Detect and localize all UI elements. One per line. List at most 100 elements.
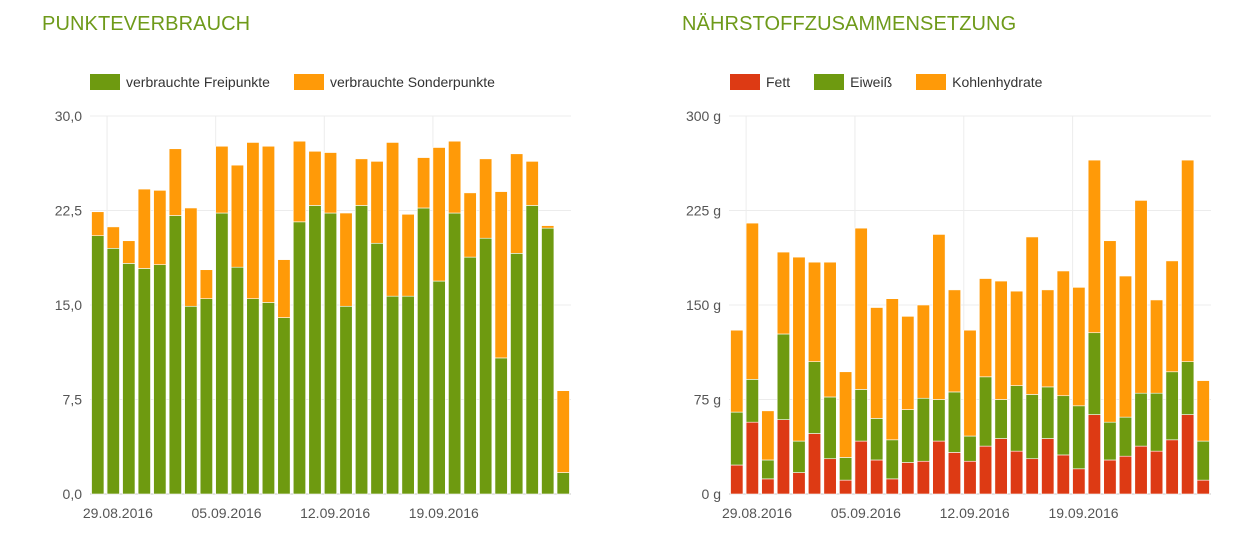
nutrients-bar-series0[interactable] — [1087, 414, 1101, 495]
points-bar-series1[interactable] — [215, 145, 229, 214]
nutrients-bar-series2[interactable] — [854, 227, 868, 390]
nutrients-bar-series0[interactable] — [1103, 459, 1117, 495]
nutrients-bar-series2[interactable] — [1087, 159, 1101, 334]
points-bar-series1[interactable] — [292, 140, 306, 223]
points-bar-series0[interactable] — [339, 305, 353, 495]
nutrients-bar-series1[interactable] — [947, 391, 961, 453]
nutrients-bar-series2[interactable] — [1025, 236, 1039, 395]
points-bar-series0[interactable] — [355, 205, 369, 495]
nutrients-bar-series1[interactable] — [1134, 392, 1148, 447]
points-bar-series0[interactable] — [479, 237, 493, 495]
points-bar-series0[interactable] — [168, 215, 182, 495]
points-bar-series1[interactable] — [401, 213, 415, 297]
nutrients-bar-series2[interactable] — [994, 280, 1008, 400]
nutrients-bar-series1[interactable] — [1150, 392, 1164, 452]
nutrients-bar-series1[interactable] — [1041, 386, 1055, 439]
nutrients-bar-series2[interactable] — [1103, 240, 1117, 423]
points-bar-series0[interactable] — [432, 280, 446, 495]
nutrients-bar-series1[interactable] — [885, 439, 899, 480]
nutrients-bar-series2[interactable] — [1150, 299, 1164, 394]
nutrients-bar-series0[interactable] — [963, 460, 977, 495]
nutrients-bar-series2[interactable] — [979, 278, 993, 378]
legend-item-sonderpunkte[interactable]: verbrauchte Sonderpunkte — [293, 74, 495, 90]
points-bar-series0[interactable] — [199, 298, 213, 495]
nutrients-bar-series0[interactable] — [1025, 458, 1039, 495]
nutrients-bar-series0[interactable] — [1041, 438, 1055, 495]
points-bar-series0[interactable] — [370, 242, 384, 495]
nutrients-bar-series1[interactable] — [745, 379, 759, 423]
nutrients-bar-series2[interactable] — [870, 307, 884, 419]
points-bar-series1[interactable] — [153, 190, 167, 265]
points-bar-series0[interactable] — [525, 205, 539, 495]
points-bar-series1[interactable] — [184, 207, 198, 307]
nutrients-bar-series1[interactable] — [963, 435, 977, 462]
nutrients-bar-series2[interactable] — [1056, 270, 1070, 397]
points-bar-series1[interactable] — [106, 226, 120, 249]
nutrients-bar-series1[interactable] — [979, 376, 993, 447]
nutrients-bar-series0[interactable] — [854, 440, 868, 495]
nutrients-bar-series0[interactable] — [870, 459, 884, 495]
nutrients-bar-series1[interactable] — [1165, 371, 1179, 441]
nutrients-bar-series2[interactable] — [932, 234, 946, 400]
nutrients-bar-series2[interactable] — [730, 329, 744, 413]
nutrients-bar-series0[interactable] — [839, 479, 853, 495]
nutrients-bar-series1[interactable] — [916, 397, 930, 462]
points-bar-series1[interactable] — [541, 225, 555, 229]
nutrients-bar-series1[interactable] — [823, 396, 837, 460]
points-bar-series1[interactable] — [122, 240, 136, 264]
nutrients-bar-series1[interactable] — [901, 409, 915, 463]
nutrients-bar-series0[interactable] — [776, 419, 790, 495]
points-bar-series0[interactable] — [246, 298, 260, 495]
points-bar-series1[interactable] — [479, 158, 493, 239]
nutrients-bar-series0[interactable] — [916, 460, 930, 495]
points-bar-series1[interactable] — [168, 148, 182, 216]
points-bar-series1[interactable] — [339, 212, 353, 307]
nutrients-bar-series2[interactable] — [1196, 380, 1210, 442]
nutrients-bar-series1[interactable] — [1181, 361, 1195, 415]
nutrients-bar-series2[interactable] — [901, 316, 915, 410]
nutrients-bar-series0[interactable] — [947, 452, 961, 495]
nutrients-bar-series0[interactable] — [1181, 414, 1195, 495]
nutrients-bar-series2[interactable] — [1134, 200, 1148, 394]
nutrients-bar-series1[interactable] — [1010, 385, 1024, 452]
points-bar-series0[interactable] — [417, 207, 431, 495]
nutrients-bar-series2[interactable] — [1010, 290, 1024, 386]
nutrients-bar-series1[interactable] — [932, 399, 946, 442]
points-bar-series0[interactable] — [106, 248, 120, 495]
nutrients-bar-series0[interactable] — [1150, 450, 1164, 495]
points-bar-series1[interactable] — [510, 153, 524, 254]
points-bar-series0[interactable] — [463, 256, 477, 495]
points-bar-series1[interactable] — [556, 390, 570, 473]
nutrients-bar-series2[interactable] — [839, 371, 853, 458]
points-bar-series1[interactable] — [417, 157, 431, 209]
nutrients-bar-series2[interactable] — [761, 410, 775, 461]
nutrients-bar-series0[interactable] — [885, 478, 899, 495]
nutrients-bar-series0[interactable] — [1165, 439, 1179, 495]
nutrients-bar-series1[interactable] — [1103, 421, 1117, 461]
points-bar-series0[interactable] — [137, 268, 151, 495]
nutrients-bar-series2[interactable] — [916, 304, 930, 399]
nutrients-bar-series2[interactable] — [947, 289, 961, 393]
nutrients-bar-series2[interactable] — [1072, 287, 1086, 407]
points-bar-series0[interactable] — [308, 205, 322, 495]
points-bar-series0[interactable] — [153, 264, 167, 495]
nutrients-bar-series0[interactable] — [979, 445, 993, 495]
nutrients-bar-series1[interactable] — [1118, 416, 1133, 457]
nutrients-bar-series1[interactable] — [761, 459, 775, 480]
points-bar-series0[interactable] — [386, 295, 400, 495]
nutrients-bar-series0[interactable] — [1056, 454, 1070, 495]
points-bar-series1[interactable] — [137, 188, 151, 269]
legend-item-freipunkte[interactable]: verbrauchte Freipunkte — [90, 74, 270, 90]
nutrients-bar-series2[interactable] — [1118, 275, 1133, 418]
nutrients-bar-series0[interactable] — [994, 438, 1008, 495]
points-bar-series1[interactable] — [199, 269, 213, 300]
points-bar-series1[interactable] — [463, 192, 477, 258]
nutrients-bar-series1[interactable] — [1056, 395, 1070, 456]
nutrients-bar-series2[interactable] — [792, 256, 806, 442]
nutrients-bar-series1[interactable] — [807, 361, 822, 434]
points-bar-series1[interactable] — [448, 140, 462, 214]
points-bar-series1[interactable] — [277, 259, 291, 318]
nutrients-bar-series0[interactable] — [901, 462, 915, 495]
points-bar-series1[interactable] — [494, 191, 508, 359]
nutrients-bar-series2[interactable] — [823, 261, 837, 398]
